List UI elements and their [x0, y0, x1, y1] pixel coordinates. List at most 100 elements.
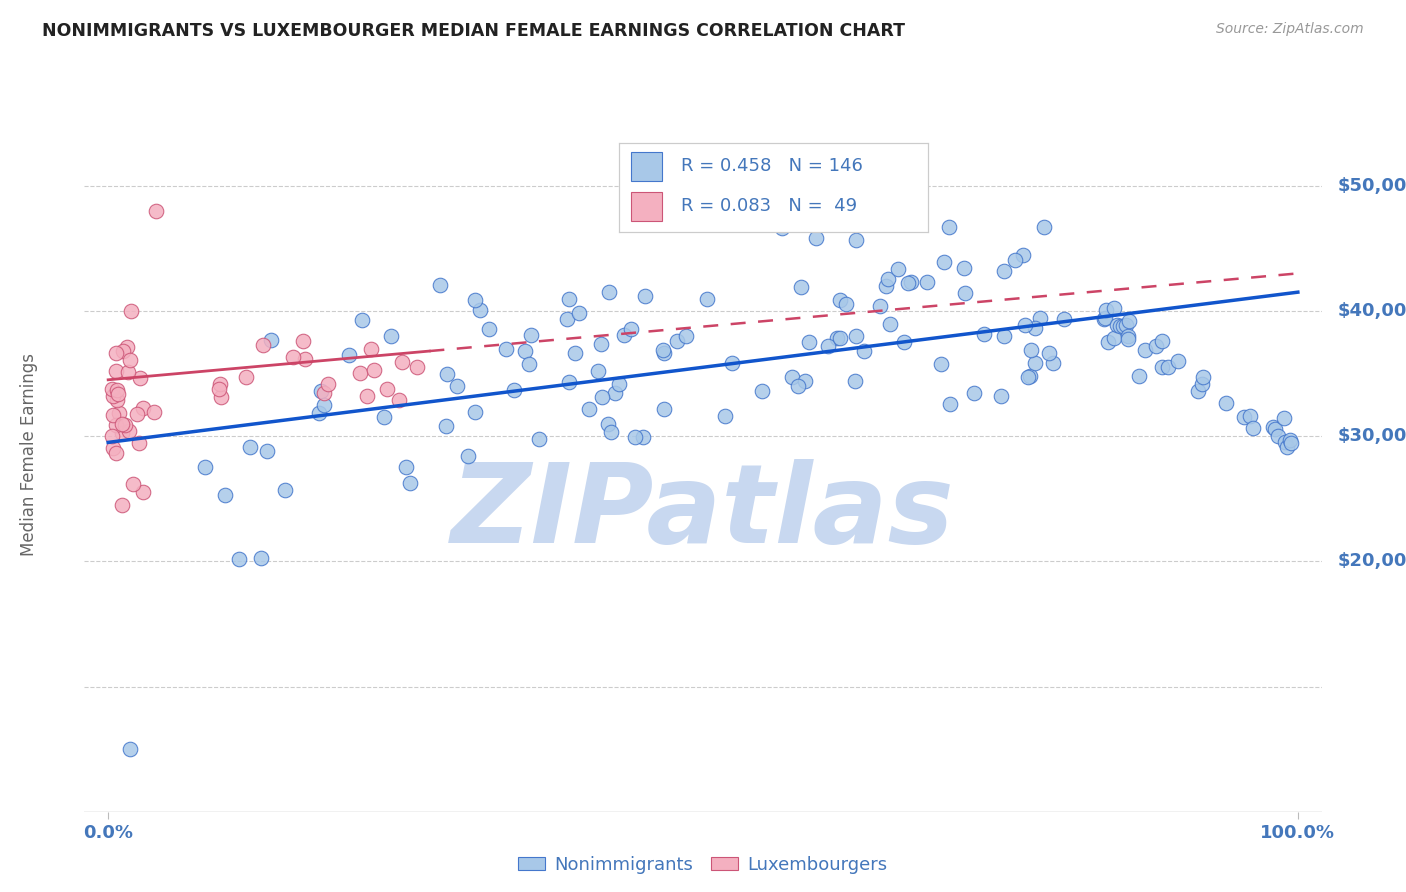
Point — [360, 342, 382, 356]
Point — [132, 401, 155, 415]
Point — [605, 386, 627, 401]
Point — [1133, 343, 1156, 357]
Point — [591, 337, 613, 351]
Point — [101, 441, 124, 455]
Point — [391, 354, 413, 368]
Point — [887, 261, 910, 276]
Point — [721, 356, 744, 370]
Point — [600, 425, 623, 440]
Point — [993, 264, 1015, 278]
Legend: Nonimmigrants, Luxembourgers: Nonimmigrants, Luxembourgers — [512, 849, 894, 881]
Point — [1277, 440, 1299, 454]
Point — [1279, 434, 1302, 448]
Point — [564, 346, 586, 360]
Point — [468, 302, 491, 317]
Point — [624, 430, 647, 444]
Point — [875, 279, 897, 293]
Point — [1112, 318, 1135, 333]
Point — [1239, 409, 1261, 423]
Point — [1024, 321, 1046, 335]
Point — [1019, 368, 1042, 383]
Point — [117, 340, 139, 354]
Point — [128, 435, 150, 450]
Point — [1014, 318, 1036, 333]
Point — [917, 275, 939, 289]
Point — [939, 397, 962, 411]
Point — [1157, 359, 1180, 374]
Point — [291, 334, 314, 349]
Point — [963, 386, 986, 401]
Point — [128, 370, 150, 384]
Point — [696, 292, 718, 306]
Point — [436, 367, 458, 381]
Point — [1167, 353, 1189, 368]
Point — [596, 417, 619, 432]
Point — [250, 550, 273, 565]
Point — [1264, 422, 1286, 436]
Point — [1191, 376, 1213, 391]
Point — [111, 499, 134, 513]
Point — [101, 409, 124, 423]
Point — [1144, 338, 1167, 352]
Point — [1118, 314, 1140, 328]
Point — [834, 297, 856, 311]
Point — [273, 483, 295, 497]
Point — [869, 299, 891, 313]
Point — [799, 334, 821, 349]
Point — [107, 406, 129, 420]
Point — [782, 370, 804, 384]
Point — [793, 374, 815, 388]
Point — [825, 331, 848, 345]
Point — [1274, 435, 1296, 450]
Point — [356, 389, 378, 403]
Text: Source: ZipAtlas.com: Source: ZipAtlas.com — [1216, 22, 1364, 37]
Point — [844, 374, 866, 388]
Point — [770, 220, 793, 235]
Point — [259, 334, 281, 348]
Point — [214, 488, 236, 502]
Point — [1012, 248, 1035, 262]
Point — [380, 329, 402, 343]
Point — [652, 346, 675, 360]
Point — [633, 430, 655, 444]
Point — [555, 312, 578, 326]
Point — [938, 219, 960, 234]
Point — [1094, 310, 1116, 325]
Point — [503, 384, 526, 398]
Point — [1116, 332, 1139, 346]
Point — [1115, 318, 1137, 332]
Point — [104, 346, 127, 360]
Point — [1261, 419, 1284, 434]
Point — [142, 405, 165, 419]
Point — [209, 390, 232, 404]
Point — [309, 384, 332, 399]
Point — [373, 410, 395, 425]
Point — [953, 286, 976, 301]
Point — [194, 459, 217, 474]
Point — [105, 383, 128, 397]
Point — [1102, 331, 1125, 345]
Point — [105, 393, 128, 408]
Point — [464, 293, 486, 307]
Point — [557, 376, 579, 390]
Point — [388, 392, 411, 407]
Point — [395, 460, 418, 475]
Point — [1017, 370, 1039, 384]
Point — [314, 385, 336, 400]
Point — [1042, 355, 1064, 369]
Point — [515, 343, 537, 358]
Text: R = 0.083   N =  49: R = 0.083 N = 49 — [681, 196, 856, 215]
Point — [520, 327, 543, 342]
Point — [1024, 356, 1046, 370]
Point — [318, 377, 340, 392]
Point — [893, 335, 915, 350]
Point — [897, 276, 920, 290]
Point — [112, 344, 135, 359]
Bar — [631, 152, 662, 181]
Point — [1241, 420, 1264, 434]
Point — [308, 406, 330, 420]
Point — [1267, 429, 1289, 443]
Point — [118, 742, 141, 756]
Point — [1033, 220, 1056, 235]
Point — [145, 203, 167, 218]
